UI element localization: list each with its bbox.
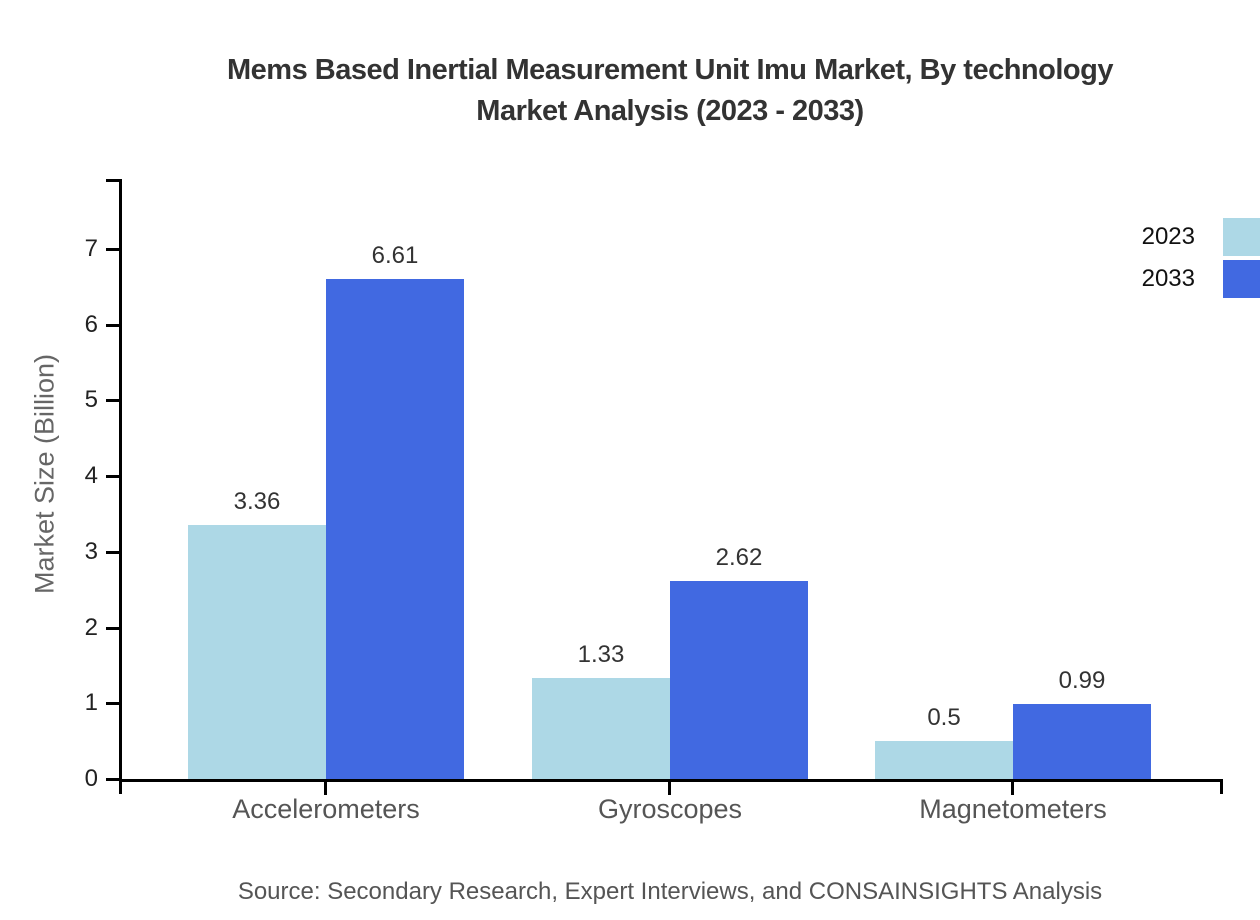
bar-2033: [670, 581, 808, 779]
y-tick-label: 7: [84, 235, 98, 262]
bar-value-label: 3.36: [233, 488, 281, 515]
y-tick-label: 4: [84, 462, 98, 489]
y-tick: [106, 248, 120, 251]
bar-2033: [1013, 704, 1151, 779]
x-tick: [668, 782, 671, 795]
legend-swatch-2023: [1223, 218, 1260, 256]
y-tick-label: 0: [84, 765, 98, 792]
y-tick: [106, 778, 120, 781]
x-axis-end-cap: [1220, 779, 1223, 794]
x-axis-category-label: Magnetometers: [919, 794, 1107, 824]
x-axis-line: [119, 779, 1223, 782]
chart-title-line-2: Market Analysis (2023 - 2033): [476, 95, 864, 127]
legend: 2023 2033: [1142, 218, 1260, 302]
x-axis-category-label: Accelerometers: [232, 794, 420, 824]
y-tick: [106, 627, 120, 630]
chart-title: Mems Based Inertial Measurement Unit Imu…: [80, 50, 1260, 132]
bar-value-label: 1.33: [577, 641, 625, 668]
source-note: Source: Secondary Research, Expert Inter…: [237, 878, 1103, 905]
y-axis-top-cap: [106, 179, 122, 182]
x-tick: [324, 782, 327, 795]
chart-title-line-1: Mems Based Inertial Measurement Unit Imu…: [227, 54, 1113, 86]
x-tick: [1011, 782, 1014, 795]
legend-swatch-2033: [1223, 260, 1260, 298]
x-axis-category-label: Gyroscopes: [597, 794, 743, 824]
y-tick-label: 2: [84, 614, 98, 641]
bar-value-label: 6.61: [371, 242, 419, 269]
legend-label-2033: 2033: [1141, 265, 1195, 292]
legend-item-2033: 2033: [1142, 260, 1260, 298]
y-tick-label: 1: [84, 689, 98, 716]
bar-2023: [188, 525, 326, 779]
y-tick-label: 3: [84, 538, 98, 565]
bar-value-label: 2.62: [715, 544, 763, 571]
bar-2023: [532, 678, 670, 779]
y-axis-line: [119, 179, 122, 794]
y-tick: [106, 551, 120, 554]
y-tick: [106, 475, 120, 478]
bar-2033: [326, 279, 464, 779]
bar-2023: [875, 741, 1013, 779]
y-tick: [106, 324, 120, 327]
bar-value-label: 0.99: [1058, 667, 1106, 694]
y-tick: [106, 399, 120, 402]
bar-value-label: 0.5: [927, 704, 961, 731]
y-tick-label: 6: [84, 311, 98, 338]
y-tick-label: 5: [84, 386, 98, 413]
legend-item-2023: 2023: [1142, 218, 1260, 256]
y-tick: [106, 702, 120, 705]
legend-label-2023: 2023: [1141, 223, 1195, 250]
